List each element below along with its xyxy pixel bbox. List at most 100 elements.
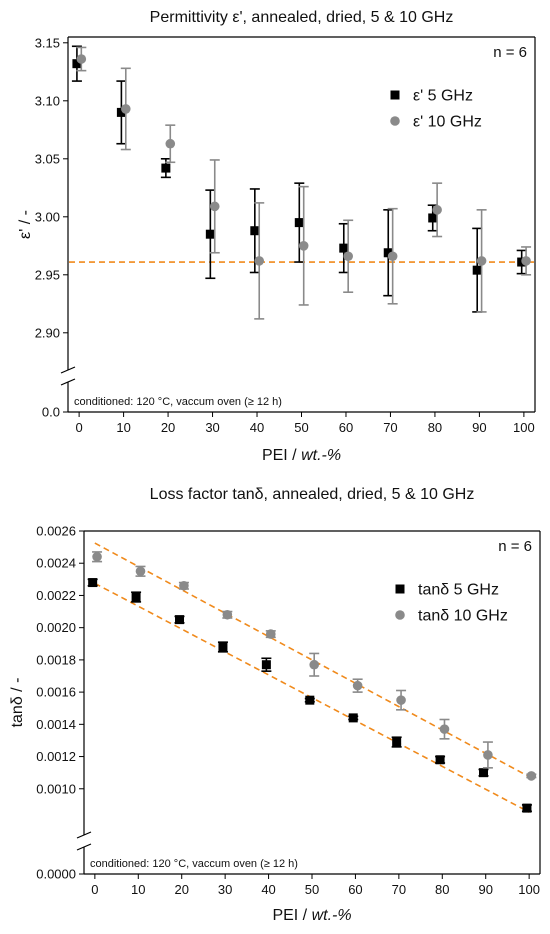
data-point [161,163,171,173]
data-point [435,755,445,765]
data-point [92,551,102,562]
data-point [383,248,393,258]
series-2 [92,551,537,781]
conditioning-note: conditioned: 120 °C, vaccum oven (≥ 12 h… [74,396,282,408]
chart-2: Loss factor tanδ, annealed, dried, 5 & 1… [9,486,541,924]
data-point [396,695,406,705]
data-point [305,695,315,705]
data-point [476,256,487,266]
x-tick-label: 30 [218,882,232,897]
data-point [165,138,176,149]
data-point [472,265,482,275]
x-axis-title-main: PEI / [272,907,311,924]
axis-break-mark [60,378,76,386]
sample-size-label: n = 6 [498,538,532,555]
data-point [348,713,358,723]
series-1 [87,578,532,813]
data-point [209,201,220,212]
x-tick-label: 50 [305,882,319,897]
x-axis-title: PEI / wt.-% [262,447,341,464]
y-axis-title: tanδ / - [9,678,26,728]
x-tick-label: 20 [161,420,175,435]
axis-break-mark [76,831,92,839]
legend-label: ε' 10 GHz [413,114,482,131]
data-point [309,659,320,670]
y-tick-label: 3.05 [35,151,60,166]
legend-label: ε' 5 GHz [413,88,473,105]
legend-marker [390,116,400,126]
y-tick-label: 3.10 [35,93,60,108]
x-tick-label: 50 [294,420,308,435]
y-tick-label: 3.15 [35,35,60,50]
x-tick-label: 60 [348,882,362,897]
axis-break-mark [60,366,76,374]
data-point [116,107,126,117]
y-tick-label: 0.0012 [36,749,76,764]
x-tick-label: 10 [116,420,130,435]
data-point [179,580,189,591]
data-point [250,226,260,236]
y-tick-label-break: 0.0000 [36,867,76,882]
data-point [120,104,131,114]
data-point [521,256,531,266]
x-axis-title: PEI / wt.-% [272,907,351,924]
x-tick-label: 0 [91,882,98,897]
data-point [205,229,215,239]
series-2 [76,46,532,320]
x-tick-label: 100 [513,420,535,435]
data-point [76,54,87,64]
x-tick-label: 60 [339,420,353,435]
legend-marker [395,584,405,594]
data-point [135,566,146,577]
legend-label: tanδ 10 GHz [418,608,508,625]
data-point [254,256,265,266]
y-axis-title: ε' / - [17,210,34,239]
x-tick-label: 80 [435,882,449,897]
series-1 [71,45,527,313]
data-point [428,213,438,223]
x-tick-label: 70 [383,420,397,435]
y-tick-label: 0.0022 [36,588,76,603]
axis-break-mark [76,843,92,851]
x-tick-label: 20 [174,882,188,897]
x-tick-label: 80 [428,420,442,435]
x-tick-label: 70 [392,882,406,897]
y-tick-label: 2.90 [35,325,60,340]
data-point [175,615,185,625]
y-tick-label: 0.0014 [36,717,76,732]
data-point [294,218,304,228]
data-point [483,750,493,760]
x-axis-title-unit: wt.-% [301,447,341,464]
data-point [387,251,398,262]
data-point [432,205,442,215]
x-tick-label: 0 [76,420,83,435]
data-point [72,59,82,69]
data-point [392,737,402,747]
data-point [526,771,537,781]
x-tick-label: 40 [261,882,275,897]
data-point [479,768,489,778]
x-tick-label: 40 [250,420,264,435]
x-tick-label: 90 [472,420,486,435]
data-point [343,251,353,262]
legend-marker [390,90,400,100]
fit-line [94,542,530,778]
chart-title: Loss factor tanδ, annealed, dried, 5 & 1… [150,486,475,503]
x-axis-title-unit: wt.-% [312,907,352,924]
x-axis-title-main: PEI / [262,447,301,464]
data-point [88,578,98,588]
data-point [261,660,271,670]
y-tick-label: 0.0016 [36,685,76,700]
data-point [339,243,349,253]
data-point [439,724,450,734]
x-tick-label: 90 [478,882,492,897]
y-tick-label-break: 0.0 [42,405,60,420]
y-tick-label: 0.0020 [36,620,76,635]
y-tick-label: 2.95 [35,267,60,282]
x-tick-label: 10 [131,882,145,897]
data-point [131,592,141,602]
y-tick-label: 0.0010 [36,781,76,796]
y-tick-label: 0.0026 [36,524,76,539]
legend-label: tanδ 5 GHz [418,582,499,599]
data-point [298,241,309,251]
